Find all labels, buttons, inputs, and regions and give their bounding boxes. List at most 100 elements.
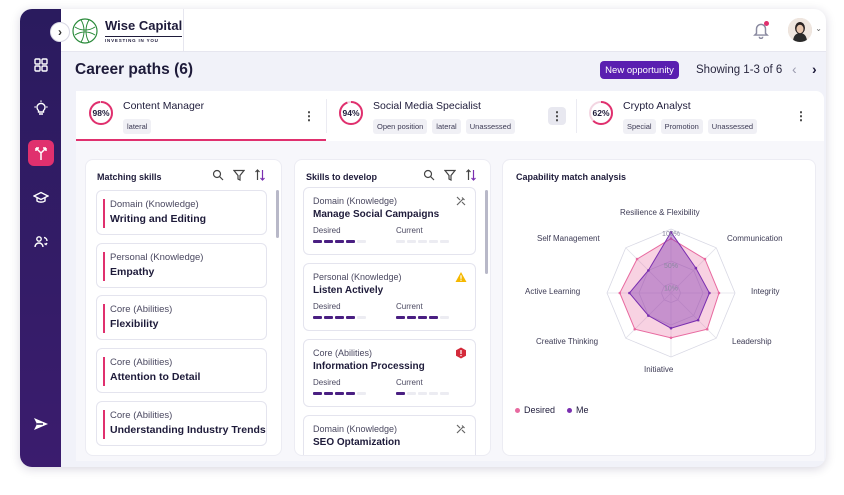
chevron-right-icon[interactable]: › — [812, 61, 817, 77]
axis-label: Integrity — [751, 287, 780, 296]
new-opportunity-button[interactable]: New opportunity — [600, 61, 679, 79]
match-ring — [89, 101, 113, 125]
level-segment — [418, 240, 427, 243]
skill-category: Core (Abilities) — [110, 357, 173, 368]
tag: Promotion — [660, 119, 703, 134]
skill-card[interactable]: Core (Abilities) Understanding Industry … — [96, 401, 267, 446]
top-bar: Wise Capital INVESTING IN YOU ⌄ — [61, 9, 826, 52]
graduation-cap-icon[interactable] — [28, 185, 54, 211]
tag: Open position — [373, 119, 428, 134]
more-options-icon[interactable]: ⋮ — [548, 107, 566, 125]
accent-bar — [103, 252, 105, 281]
panel-tools — [423, 169, 477, 181]
current-level-bar — [396, 392, 449, 395]
page-title: Career paths (6) — [75, 61, 194, 78]
career-tab[interactable]: 94% Social Media Specialist Open positio… — [326, 91, 576, 141]
series-point — [669, 336, 673, 340]
level-segment — [324, 392, 333, 395]
panel-title: Skills to develop — [306, 172, 378, 182]
legend-swatch — [567, 408, 573, 413]
app-window: › Wise Capital INVESTING IN YOU ⌄ Career… — [20, 9, 826, 467]
level-segment — [396, 240, 405, 243]
filter-icon[interactable] — [444, 169, 456, 181]
skill-name: Understanding Industry Trends — [110, 424, 266, 436]
desired-label: Desired — [313, 302, 341, 311]
current-label: Current — [396, 378, 423, 387]
tag-list: Open position lateral Unassessed — [373, 119, 516, 134]
skill-name: Empathy — [110, 266, 155, 278]
develop-skill-card[interactable]: Domain (Knowledge) SEO Optamization — [303, 415, 476, 455]
series-point — [628, 291, 631, 295]
career-tab[interactable]: 98% Content Manager lateral ⋮ — [76, 91, 326, 141]
develop-skill-card[interactable]: Core (Abilities) Information Processing … — [303, 339, 476, 407]
legend-label: Desired — [524, 405, 556, 415]
level-segment — [440, 316, 449, 319]
search-icon[interactable] — [423, 169, 435, 181]
level-segment — [313, 240, 322, 243]
level-segment — [313, 392, 322, 395]
skill-name: Attention to Detail — [110, 371, 201, 383]
skill-card[interactable]: Core (Abilities) Attention to Detail — [96, 348, 267, 393]
series-point — [647, 314, 650, 317]
develop-skill-card[interactable]: Personal (Knowledge) Listen Actively Des… — [303, 263, 476, 331]
legend-item: Desired — [515, 405, 555, 415]
level-segment — [313, 316, 322, 319]
notification-bell-icon[interactable] — [752, 21, 770, 39]
skill-card[interactable]: Personal (Knowledge) Empathy — [96, 243, 267, 288]
search-icon[interactable] — [212, 169, 224, 181]
skill-category: Domain (Knowledge) — [110, 199, 199, 210]
series-point — [694, 266, 698, 270]
current-level-bar — [396, 316, 449, 319]
avatar[interactable] — [788, 18, 812, 42]
skill-name: SEO Optamization — [313, 437, 401, 448]
legend-item: Me — [567, 405, 589, 415]
current-level-bar — [396, 240, 449, 243]
series-point — [669, 237, 673, 240]
career-tab[interactable]: 62% Crypto Analyst Special Promotion Una… — [576, 91, 824, 141]
axis-label: Initiative — [644, 365, 674, 374]
people-refresh-icon[interactable] — [28, 229, 54, 255]
sort-icon[interactable] — [254, 169, 266, 181]
series-point — [647, 269, 650, 272]
axis-label: Active Learning — [525, 287, 581, 296]
career-title: Content Manager — [123, 100, 205, 112]
dashboard-icon[interactable] — [28, 52, 54, 78]
career-paths-icon[interactable] — [28, 140, 54, 166]
brand-logo[interactable]: Wise Capital INVESTING IN YOU — [71, 13, 183, 49]
level-segment — [418, 392, 427, 395]
accent-bar — [103, 199, 105, 228]
level-segment — [440, 392, 449, 395]
globe-logo-icon — [72, 18, 98, 44]
legend-swatch — [515, 408, 520, 413]
desired-level-bar — [313, 316, 366, 319]
skills-to-develop-panel: Skills to develop Domain (Knowledge) Man… — [294, 159, 491, 456]
more-options-icon[interactable]: ⋮ — [303, 109, 315, 123]
level-segment — [357, 316, 366, 319]
level-segment — [396, 392, 405, 395]
skill-category: Domain (Knowledge) — [313, 424, 398, 434]
tag: Unassessed — [465, 119, 516, 134]
accent-bar — [103, 304, 105, 333]
skill-card[interactable]: Core (Abilities) Flexibility — [96, 295, 267, 340]
chart-legend: Desired Me — [515, 405, 589, 415]
chevron-down-icon[interactable]: ⌄ — [815, 24, 822, 33]
lightbulb-icon[interactable] — [28, 95, 54, 121]
series-point — [703, 257, 707, 261]
chevron-left-icon[interactable]: ‹ — [792, 61, 797, 77]
skill-card[interactable]: Domain (Knowledge) Writing and Editing — [96, 190, 267, 235]
develop-skill-card[interactable]: Domain (Knowledge) Manage Social Campaig… — [303, 187, 476, 255]
series-point — [669, 326, 673, 330]
scrollbar-thumb[interactable] — [485, 190, 488, 274]
alert-hexagon-icon — [456, 347, 466, 359]
ring-label: 100% — [662, 231, 680, 238]
series-point — [696, 318, 700, 322]
more-options-icon[interactable]: ⋮ — [795, 109, 807, 123]
sidebar-collapse-button[interactable]: › — [50, 22, 70, 42]
level-segment — [324, 316, 333, 319]
sort-icon[interactable] — [465, 169, 477, 181]
career-path-tabs: 98% Content Manager lateral ⋮ 94% Social… — [76, 91, 824, 141]
desired-level-bar — [313, 392, 366, 395]
send-logo-icon[interactable] — [28, 411, 54, 437]
filter-icon[interactable] — [233, 169, 245, 181]
scrollbar-thumb[interactable] — [276, 190, 279, 238]
